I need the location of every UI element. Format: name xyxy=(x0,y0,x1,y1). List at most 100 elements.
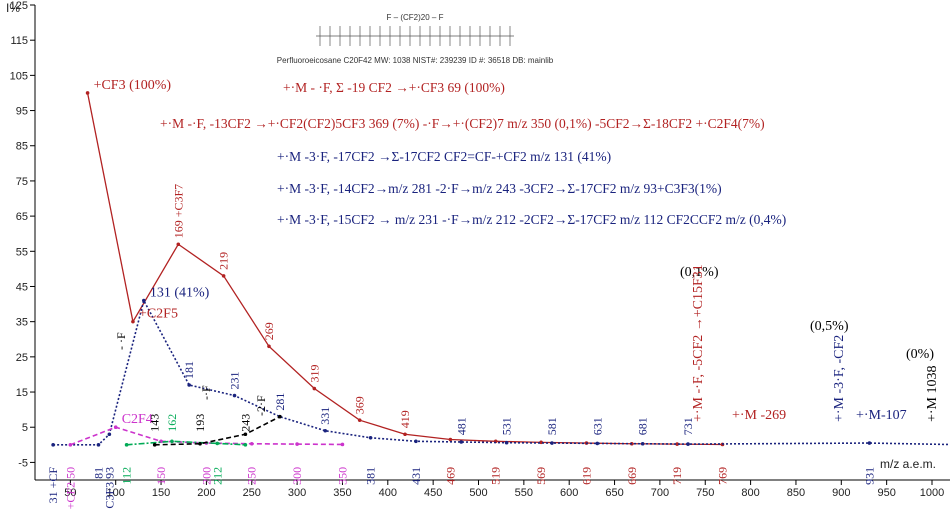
peak-label: 669 xyxy=(625,467,639,485)
data-point xyxy=(403,432,407,437)
peak-label: 300 xyxy=(290,467,304,485)
data-point xyxy=(107,432,112,437)
y-tick-label: 125 xyxy=(10,0,28,12)
peak-label: 431 xyxy=(409,467,423,485)
x-tick-label: 300 xyxy=(288,487,306,499)
data-point xyxy=(221,274,226,278)
peak-label: 631 xyxy=(590,417,604,435)
x-tick-label: 500 xyxy=(469,487,487,499)
data-point xyxy=(448,437,453,442)
data-point xyxy=(595,441,600,446)
header-layer: F – (CF2)20 – F Perfluoroeicosane C20F42… xyxy=(277,13,554,65)
side-label: +·M -·F, -5CF2 →+C15F31 xyxy=(691,264,706,422)
x-tick-label: 200 xyxy=(197,487,215,499)
peak-label: 150 xyxy=(154,467,168,485)
x-axis-label: m/z a.e.m. xyxy=(880,457,936,471)
data-point xyxy=(113,425,118,430)
data-point xyxy=(640,441,645,446)
data-point xyxy=(68,443,73,447)
data-point xyxy=(198,441,202,446)
y-tick-label: 15 xyxy=(16,387,28,399)
peak-label: 81 xyxy=(91,467,105,479)
x-tick-label: 1000 xyxy=(920,487,944,499)
peak-label: 331 xyxy=(318,407,332,425)
data-point xyxy=(867,441,872,445)
data-point xyxy=(368,435,373,440)
y-axis-label: I% xyxy=(6,1,20,15)
peak-label: C2F4 xyxy=(122,412,153,427)
side-label: (0%) xyxy=(906,347,934,362)
data-point xyxy=(357,418,362,422)
data-point xyxy=(152,443,157,447)
peak-label: +CF3 (100%) xyxy=(94,78,172,93)
y-tick-label: 25 xyxy=(16,352,28,364)
peak-label: 281 xyxy=(273,393,287,411)
peak-label: 581 xyxy=(545,417,559,435)
data-point xyxy=(414,439,418,444)
data-point xyxy=(459,440,464,444)
series-layer xyxy=(51,91,950,447)
data-point xyxy=(312,386,317,391)
x-tick-label: 450 xyxy=(424,487,442,499)
data-point xyxy=(295,442,299,446)
side-label: (0,5%) xyxy=(810,319,849,334)
molecule-structure: F – (CF2)20 – F xyxy=(387,13,444,22)
peak-label: 350 xyxy=(335,467,349,485)
peak-label: 481 xyxy=(454,417,468,435)
peak-label: 719 xyxy=(670,467,684,485)
annotation-line: +·M -·F, -13CF2 →+·CF2(CF2)5CF3 369 (7%)… xyxy=(160,116,765,131)
y-tick-label: 95 xyxy=(16,106,28,118)
peak-label: 219 xyxy=(217,252,231,270)
labels-layer: +CF3 (100%) 169 +C3F7 219 269 319 369 419 +C2F5… xyxy=(46,78,940,509)
peak-label: 212 xyxy=(210,467,224,485)
data-point xyxy=(675,442,679,446)
loss-label: -2·F xyxy=(254,395,268,416)
loss-label: - ·F xyxy=(114,332,128,350)
x-tick-label: 650 xyxy=(605,487,623,499)
peak-label: +C2F5 xyxy=(139,307,178,322)
data-point xyxy=(278,414,282,419)
x-tick-label: 850 xyxy=(787,487,805,499)
x-tick-label: 50 xyxy=(64,487,76,499)
x-tick-label: 250 xyxy=(243,487,261,499)
peak-label: 250 xyxy=(245,467,259,485)
axes: 125 115 105 95 85 75 65 55 45 35 25 15 5 -5 50 100 150 20… xyxy=(10,0,950,499)
y-tick-label: 35 xyxy=(16,317,28,329)
peak-label: 731 xyxy=(681,417,695,435)
peak-label: 269 xyxy=(262,322,276,340)
x-tick-label: 600 xyxy=(560,487,578,499)
y-tick-label: 5 xyxy=(22,422,28,434)
peak-label: 681 xyxy=(636,417,650,435)
data-point xyxy=(550,441,554,445)
x-tick-label: 700 xyxy=(651,487,669,499)
peak-label: 143 xyxy=(148,414,162,432)
peak-label: 419 xyxy=(398,410,412,428)
data-point xyxy=(267,344,271,349)
peak-label: 200 xyxy=(199,467,213,485)
data-point xyxy=(96,443,101,447)
peak-label: 531 xyxy=(500,417,514,435)
peak-label: 619 xyxy=(579,467,593,485)
side-label: +·M-107 xyxy=(856,408,907,423)
y-tick-label: 45 xyxy=(16,281,28,293)
data-point xyxy=(249,441,254,446)
data-point xyxy=(215,441,220,446)
x-tick-label: 550 xyxy=(515,487,533,499)
data-point xyxy=(142,298,146,303)
data-point xyxy=(323,428,328,433)
x-tick-label: 350 xyxy=(333,487,351,499)
series-line-4 xyxy=(154,415,281,446)
data-point xyxy=(85,91,90,95)
y-tick-label: -5 xyxy=(18,457,28,469)
data-point xyxy=(504,440,509,445)
side-label: +·M 1038 xyxy=(925,365,940,422)
data-point xyxy=(243,443,248,447)
annotation-line: +·M - ·F, Σ -19 CF2 →+·CF3 69 (100%) xyxy=(283,80,505,95)
x-tick-label: 800 xyxy=(741,487,759,499)
data-point xyxy=(176,242,181,247)
x-tick-label: 150 xyxy=(152,487,170,499)
data-point xyxy=(124,443,129,447)
data-point xyxy=(232,393,237,398)
peak-label: +C3F3 93 xyxy=(102,467,116,509)
